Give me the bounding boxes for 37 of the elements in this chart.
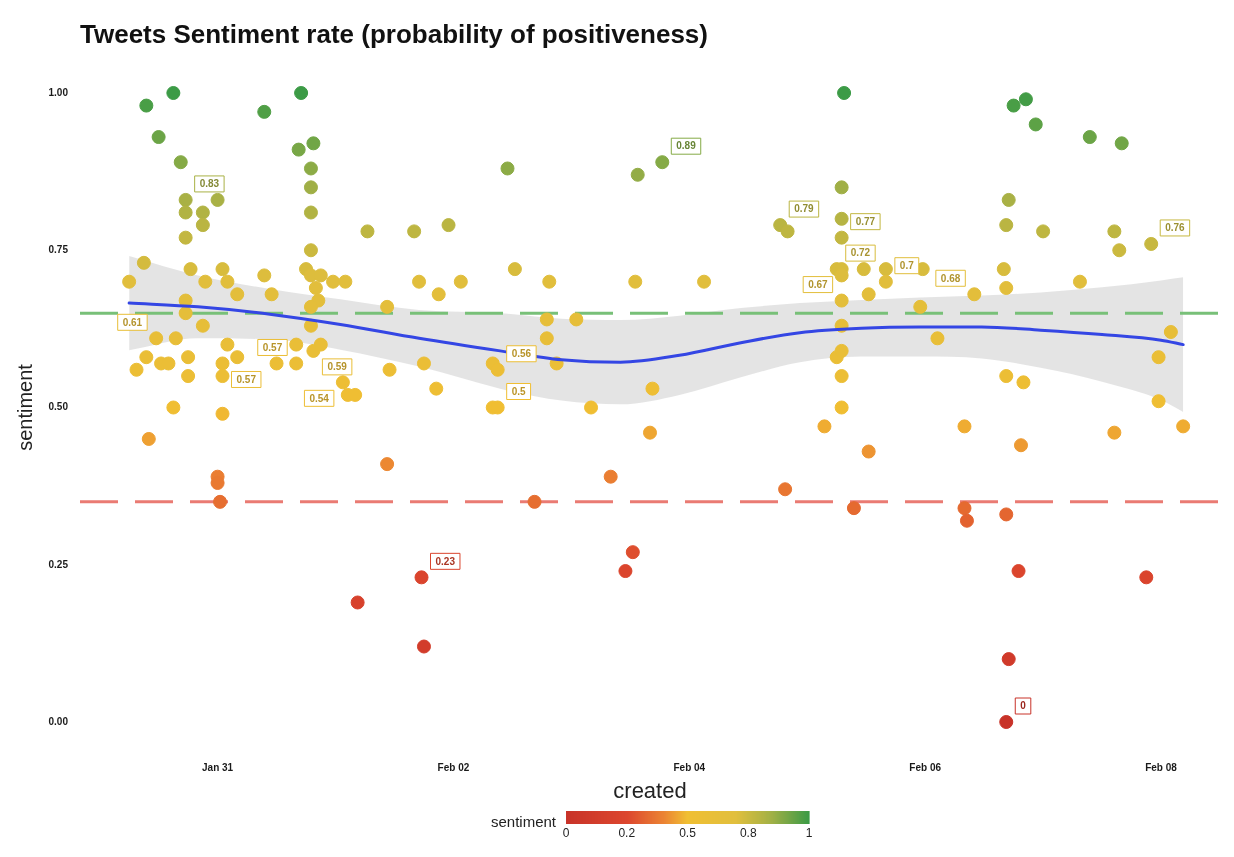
y-tick-label: 0.75 [48,244,69,255]
data-label: 0.89 [676,140,697,152]
color-bar-label: 0.2 [618,826,636,841]
data-label: 0.7 [899,259,915,271]
data-label: 0 [1020,700,1027,712]
data-label: 0.68 [940,272,961,284]
data-label: 0.59 [327,361,348,373]
x-tick-label: Feb 02 [437,761,470,773]
data-label: 0.83 [199,178,220,190]
data-label: 0.67 [808,278,829,290]
color-bar-label: 0.8 [739,826,757,841]
data-label: 0.76 [1165,222,1186,234]
data-label: 0.5 [511,385,527,397]
data-label: 0.54 [309,392,330,404]
color-bar-title: sentiment [490,812,557,830]
x-tick-label: Feb 04 [673,761,706,773]
color-bar-label: 1 [805,826,813,841]
data-label: 0.23 [435,555,456,567]
data-label: 0.72 [850,247,871,259]
color-bar-label: 0 [562,826,570,841]
y-tick-label: 1.00 [48,86,69,98]
data-label: 0.57 [262,341,283,353]
x-axis-title: created [613,777,687,803]
y-tick-label: 0.25 [48,558,69,570]
color-bar-label: 0.5 [679,826,697,841]
x-tick-label: Jan 31 [202,761,234,773]
data-label: 0.77 [855,215,876,227]
x-tick-label: Feb 06 [909,761,942,773]
data-label: 0.79 [794,203,815,215]
y-tick-label: 0.50 [48,401,69,413]
y-tick-label: 0.00 [48,715,69,727]
y-axis-title: sentiment [13,363,36,451]
chart-title: Tweets Sentiment rate (probability of positiveness) [80,19,708,49]
data-label: 0.56 [511,348,532,360]
data-label: 0.61 [122,316,143,328]
x-tick-label: Feb 08 [1145,761,1178,773]
data-label: 0.57 [236,373,257,385]
